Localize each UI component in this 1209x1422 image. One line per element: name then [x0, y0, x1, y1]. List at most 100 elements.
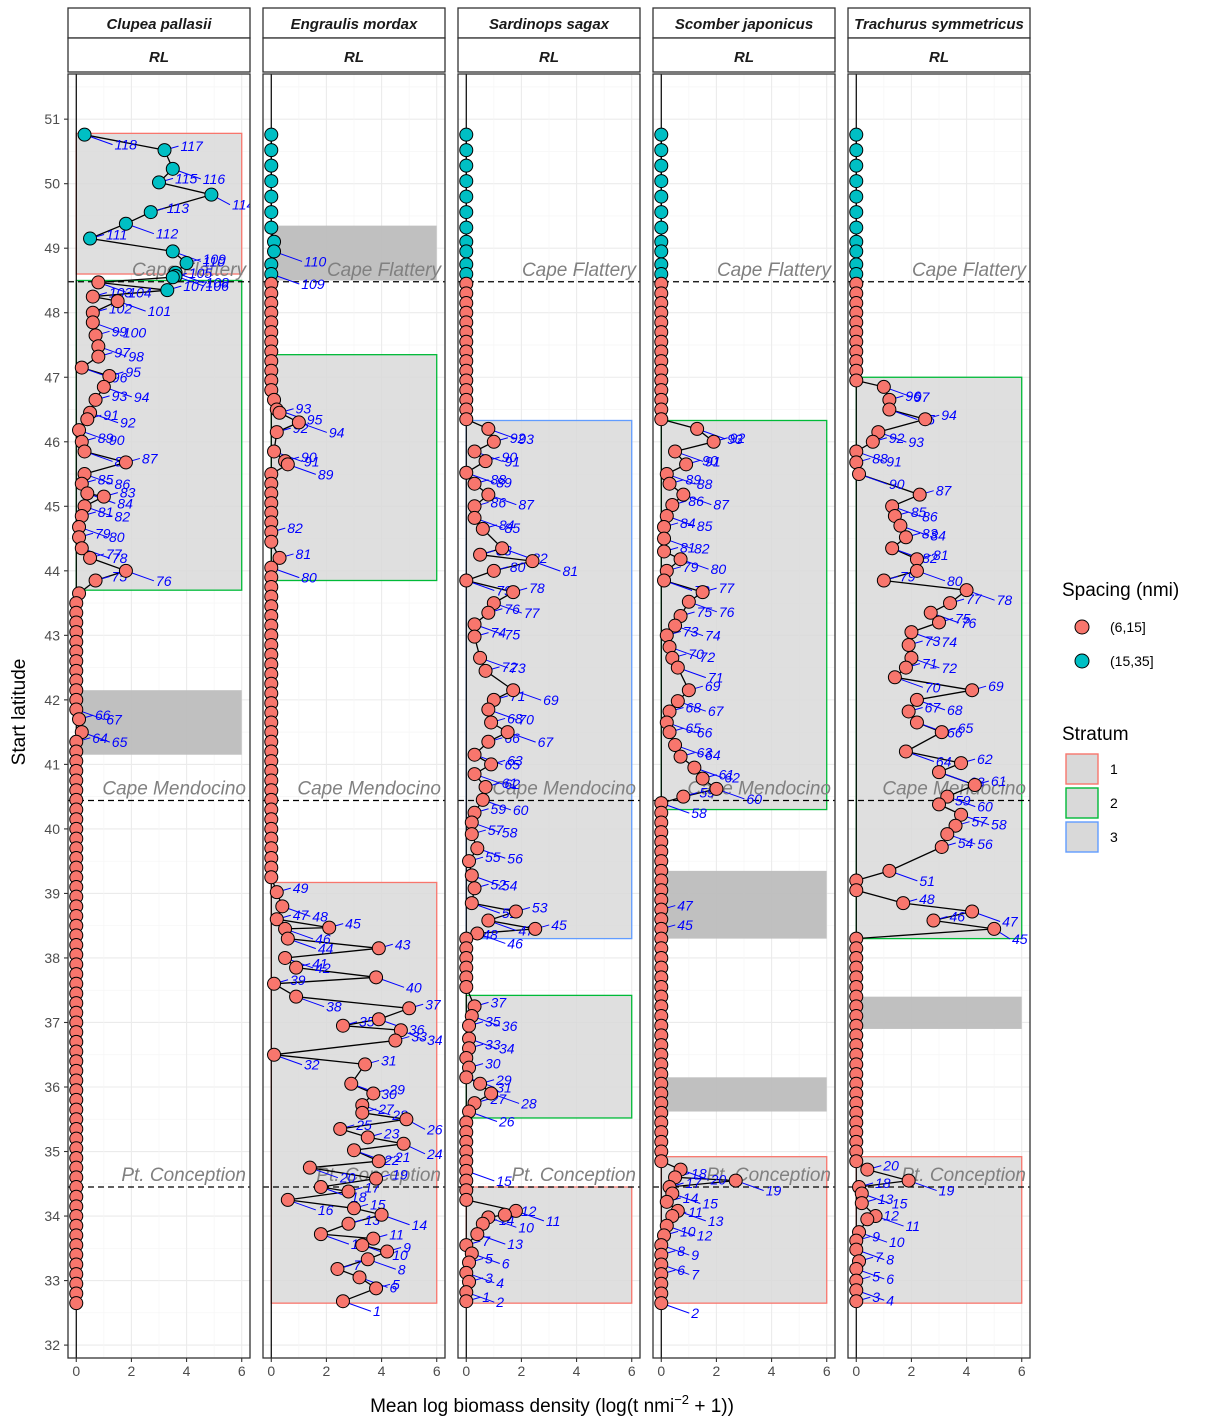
transect-label: 84 — [680, 515, 696, 531]
transect-label: 31 — [381, 1052, 397, 1068]
transect-point — [272, 550, 287, 565]
transect-label: 46 — [507, 935, 523, 951]
transect-label: 33 — [485, 1036, 501, 1052]
x-tick-label: 4 — [573, 1363, 581, 1379]
transect-point — [459, 220, 474, 235]
transect-label: 48 — [482, 927, 498, 943]
x-tick-label: 0 — [72, 1363, 80, 1379]
facet-row-strip — [262, 37, 446, 73]
y-axis: 32 33 34 35 36 37 38 39 40 41 42 43 44 45 46 47 48 49 50 51 — [44, 111, 68, 1353]
transect-label: 107 — [183, 278, 208, 294]
transect-label: 76 — [719, 604, 735, 620]
transect-point — [849, 127, 864, 142]
transect-label: 93 — [727, 431, 743, 447]
x-tick-label: 2 — [713, 1363, 721, 1379]
stratum-1-box — [270, 881, 438, 1304]
transect-point — [706, 434, 721, 449]
transect-label: 87 — [142, 450, 159, 466]
transect-point — [475, 792, 490, 807]
y-tick-label: 45 — [44, 498, 60, 514]
transect-point — [657, 519, 672, 534]
transect-point — [885, 541, 900, 556]
transect-point — [898, 530, 913, 545]
reference-label: Pt. Conception — [901, 1165, 1026, 1186]
transect-point — [347, 1201, 361, 1216]
facet-title: Sardinops sagax — [489, 16, 610, 33]
transect-label: 1 — [482, 1289, 490, 1305]
transect-label: 30 — [485, 1056, 501, 1072]
x-tick-label: 6 — [628, 1363, 636, 1379]
transect-label: 113 — [167, 200, 190, 216]
transect-label: 38 — [326, 999, 342, 1015]
x-tick-label: 0 — [657, 1363, 665, 1379]
transect-label: 83 — [120, 485, 136, 501]
transect-label: 17 — [686, 1175, 703, 1191]
transect-point — [912, 487, 927, 502]
transect-point — [987, 921, 1002, 936]
transect-label: 12 — [521, 1203, 537, 1219]
transect-point — [967, 778, 982, 793]
transect-point — [462, 1018, 477, 1033]
legend: Spacing (nmi) (6,15] (15,35] Stratum 1 2 3 — [1062, 580, 1179, 853]
transect-label: 118 — [115, 137, 138, 153]
transect-label: 94 — [941, 407, 957, 423]
transect-point — [341, 1216, 356, 1231]
facet-border — [652, 73, 836, 1359]
transect-point — [278, 950, 293, 965]
transect-label: 84 — [930, 528, 946, 544]
transect-point — [852, 467, 867, 482]
transect-label: 7 — [691, 1266, 700, 1282]
transect-point — [909, 715, 924, 730]
transect-label: 3 — [485, 1270, 493, 1286]
transect-label: 89 — [496, 475, 512, 491]
transect-point — [118, 455, 133, 470]
transect-label: 114 — [232, 197, 255, 213]
no-survey-band — [856, 996, 1022, 1029]
transect-point — [269, 885, 284, 900]
y-tick-label: 32 — [44, 1337, 60, 1353]
transect-point — [204, 187, 219, 202]
transect-point — [72, 712, 87, 727]
transect-point — [965, 904, 980, 919]
transect-label: 10 — [518, 1219, 534, 1235]
transect-label: 95 — [125, 364, 141, 380]
transect-label: 109 — [301, 276, 325, 292]
transect-label: 97 — [114, 345, 131, 361]
transect-point — [882, 402, 897, 417]
transect-point — [934, 725, 949, 740]
transect-point — [959, 583, 974, 598]
x-tick-label: 0 — [852, 1363, 860, 1379]
transect-point — [860, 1212, 875, 1227]
transect-point — [74, 541, 89, 556]
transect-label: 97 — [914, 389, 931, 405]
transect-point — [654, 244, 669, 259]
stratum-3-box — [465, 419, 633, 940]
facet-panels: Clupea pallasii RL Cape Flattery Cape Mendo… — [67, 7, 1031, 1379]
transect-point — [849, 205, 864, 220]
transect-point — [654, 189, 669, 204]
transect-point — [396, 1136, 411, 1151]
transect-label: 60 — [513, 802, 529, 818]
transect-point — [110, 294, 125, 309]
transect-label: 104 — [128, 284, 152, 300]
transect-label: 98 — [128, 348, 144, 364]
facet-border — [67, 73, 251, 1359]
transect-label: 20 — [339, 1170, 356, 1186]
transect-label: 9 — [403, 1240, 411, 1256]
reference-label: Cape Mendocino — [492, 779, 636, 800]
transect-point — [525, 554, 540, 569]
transect-label: 105 — [189, 265, 213, 281]
transect-point — [909, 563, 924, 578]
transect-point — [887, 670, 902, 685]
transect-point — [484, 1086, 499, 1101]
transect-label: 90 — [702, 452, 718, 468]
facet-border — [457, 73, 641, 1359]
transect-point — [934, 839, 949, 854]
transect-point — [264, 127, 279, 142]
reference-label: Cape Flattery — [912, 260, 1028, 281]
transect-point — [459, 1070, 474, 1085]
transect-point — [74, 360, 89, 375]
